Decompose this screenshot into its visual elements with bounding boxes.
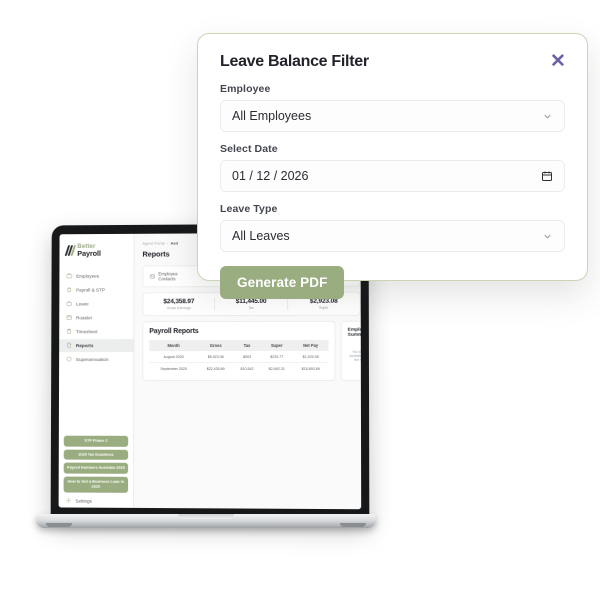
bag-icon [66, 287, 72, 293]
cell-gross: $5,923.08 [198, 351, 234, 363]
column-header: Gross [198, 339, 234, 352]
employee-summary-card: Employee Summary No data available for t… [340, 320, 362, 382]
date-input-value: 01 / 12 / 2026 [232, 169, 309, 183]
promo-button[interactable]: STP Phase 2 [63, 435, 129, 447]
app-sidebar: Better Payroll Employees Payroll & STP [58, 233, 135, 508]
sidebar-item-employees[interactable]: Employees [59, 269, 133, 282]
sidebar-settings-label: Settings [75, 498, 92, 504]
column-header: Net Pay [292, 339, 329, 352]
cell-super: $2,692.31 [268, 366, 285, 371]
cell-net-pay: $15,893.89 [301, 366, 320, 371]
suitcase-icon [66, 301, 72, 307]
leave-balance-filter-modal: Leave Balance Filter ✕ Employee All Empl… [197, 33, 588, 299]
calendar-icon[interactable] [541, 170, 553, 182]
column-header: Month [149, 340, 199, 352]
employee-field-group: Employee All Employees [220, 83, 565, 132]
close-icon[interactable]: ✕ [547, 50, 569, 72]
cell-gross: $22,435.89 [206, 366, 225, 371]
shield-icon [66, 356, 72, 362]
cell-net-pay: $1,020.08 [292, 351, 329, 363]
table-row: September 2025 $22,435.89 $10,542 $2,692… [149, 363, 328, 374]
promo-button[interactable]: How to Get a Business Loan in 2025 [63, 476, 129, 493]
cell-tax: $10,542 [240, 366, 254, 371]
sidebar-item-label: Timesheet [75, 329, 98, 335]
tab-label: Employee Contacts [158, 270, 178, 281]
table-header-row: Month Gross Tax Super Net Pay [149, 339, 329, 352]
sidebar-item-label: Employees [76, 273, 100, 279]
column-header: Tax [233, 339, 261, 352]
employee-select-value: All Employees [232, 109, 312, 123]
sidebar-promos: STP Phase 2 2025 Tax Deadlines Payroll N… [59, 430, 134, 493]
select-date-label: Select Date [220, 143, 278, 155]
stat-super: $2,923.08 Super [288, 297, 360, 310]
generate-pdf-button[interactable]: Generate PDF [220, 266, 345, 299]
payroll-reports-table: Month Gross Tax Super Net Pay [149, 339, 329, 374]
promo-button[interactable]: 2025 Tax Deadlines [63, 449, 129, 461]
employee-summary-title: Employee Summary [347, 327, 362, 338]
employee-summary-empty: No data available for the se [349, 349, 362, 362]
leave-type-field-group: Leave Type All Leaves [220, 203, 565, 252]
sidebar-item-label: Superannuation [75, 356, 109, 362]
sidebar-item-reports[interactable]: Reports [59, 338, 134, 352]
laptop-foot-left [46, 523, 72, 527]
sidebar-item-leave[interactable]: Leave [59, 297, 133, 310]
modal-header: Leave Balance Filter ✕ [220, 52, 566, 72]
stat-label: Super [318, 305, 329, 310]
employee-field-label: Employee [220, 83, 271, 95]
logo-line-2: Payroll [77, 249, 101, 259]
column-header: Super [260, 339, 293, 352]
stat-label: Gross Earnings [166, 306, 191, 311]
breadcrumb-separator: / [167, 240, 169, 246]
chevron-down-icon [542, 231, 553, 242]
breadcrumb-root[interactable]: Agent Portal [142, 240, 165, 246]
sidebar-item-roaster[interactable]: Roaster [59, 311, 133, 324]
breadcrumb-current: Asd [170, 240, 179, 246]
date-input[interactable]: 01 / 12 / 2026 [220, 160, 565, 192]
id-card-icon [149, 273, 155, 279]
leave-type-label: Leave Type [220, 203, 278, 215]
cell-month: August 2025 [149, 351, 199, 363]
cell-tax: $903 [233, 351, 261, 363]
sidebar-item-label: Reports [75, 343, 94, 349]
sidebar-item-superannuation[interactable]: Superannuation [59, 353, 133, 366]
sidebar-item-label: Leave [76, 301, 89, 307]
laptop-foot-right [340, 523, 366, 527]
tab-employee-contacts[interactable]: Employee Contacts [149, 271, 204, 281]
logo-mark-icon [64, 245, 77, 257]
lower-panels: Payroll Reports Month Gross Tax Super Ne… [142, 320, 362, 382]
document-icon [66, 343, 72, 349]
payroll-reports-card: Payroll Reports Month Gross Tax Super Ne… [142, 320, 336, 381]
stat-gross-earnings: $24,358.97 Gross Earnings [143, 297, 216, 311]
select-date-field-group: Select Date 01 / 12 / 2026 [220, 143, 565, 192]
sidebar-item-payroll-stp[interactable]: Payroll & STP [59, 283, 133, 296]
payroll-reports-title: Payroll Reports [149, 328, 199, 336]
briefcase-icon [66, 273, 72, 279]
calendar-icon [66, 315, 72, 321]
stat-tax: $11,445.00 Tax [215, 297, 288, 311]
app-logo[interactable]: Better Payroll [59, 241, 133, 267]
clipboard-icon [66, 329, 72, 335]
stat-value: $24,358.97 [163, 297, 195, 305]
promo-button[interactable]: Payroll Numbers Australia 2025 [63, 462, 129, 475]
chevron-down-icon [542, 111, 553, 122]
sidebar-item-timesheet[interactable]: Timesheet [59, 325, 133, 338]
modal-title: Leave Balance Filter [220, 53, 369, 70]
leave-type-select[interactable]: All Leaves [220, 220, 565, 252]
stat-label: Tax [248, 305, 254, 310]
sidebar-item-settings[interactable]: Settings [59, 492, 133, 507]
laptop-deck [36, 514, 376, 528]
cell-super: $230.77 [260, 351, 293, 363]
sidebar-item-label: Roaster [76, 315, 93, 321]
leave-type-select-value: All Leaves [232, 229, 290, 243]
employee-select[interactable]: All Employees [220, 100, 565, 132]
sidebar-item-label: Payroll & STP [76, 287, 106, 293]
cell-month: September 2025 [160, 366, 187, 371]
table-row: August 2025 $5,923.08 $903 $230.77 $1,02… [149, 351, 329, 363]
gear-icon [66, 498, 72, 504]
sidebar-nav: Employees Payroll & STP Leave Roast [59, 266, 134, 366]
